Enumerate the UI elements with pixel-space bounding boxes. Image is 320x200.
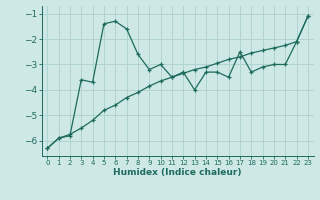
X-axis label: Humidex (Indice chaleur): Humidex (Indice chaleur) [113,168,242,177]
